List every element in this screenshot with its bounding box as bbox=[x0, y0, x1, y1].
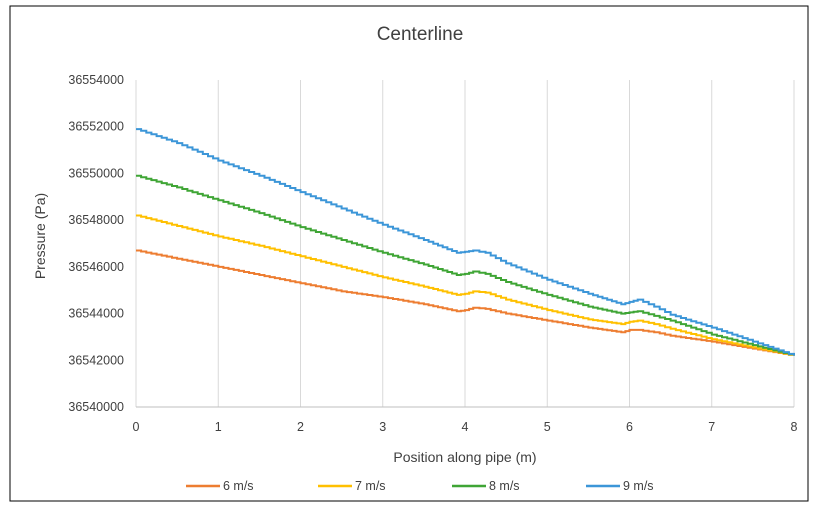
x-tick-label: 7 bbox=[708, 420, 715, 434]
series-line-3 bbox=[136, 174, 795, 356]
y-tick-label: 36548000 bbox=[68, 213, 124, 227]
y-tick-label: 36540000 bbox=[68, 400, 124, 414]
y-tick-label: 36550000 bbox=[68, 166, 124, 180]
legend-label: 7 m/s bbox=[355, 479, 386, 493]
y-tick-label: 36546000 bbox=[68, 260, 124, 274]
y-tick-label: 36542000 bbox=[68, 353, 124, 367]
x-tick-label: 0 bbox=[133, 420, 140, 434]
y-tick-label: 36552000 bbox=[68, 120, 124, 134]
y-tick-label: 36544000 bbox=[68, 307, 124, 321]
y-tick-label: 36554000 bbox=[68, 73, 124, 87]
series-line-4 bbox=[136, 128, 795, 356]
grid-lines bbox=[135, 80, 795, 408]
x-tick-label: 3 bbox=[379, 420, 386, 434]
x-axis-ticks: 0 1 2 3 4 5 6 7 8 bbox=[133, 420, 798, 434]
legend-label: 8 m/s bbox=[489, 479, 520, 493]
x-tick-label: 1 bbox=[215, 420, 222, 434]
x-tick-label: 6 bbox=[626, 420, 633, 434]
chart-title: Centerline bbox=[377, 24, 464, 45]
chart-frame bbox=[9, 5, 809, 502]
x-tick-label: 8 bbox=[791, 420, 798, 434]
series-line-2 bbox=[136, 214, 795, 356]
series-lines bbox=[136, 128, 795, 356]
y-axis-ticks: 36540000 36542000 36544000 36546000 36548000… bbox=[68, 73, 124, 414]
legend-label: 6 m/s bbox=[223, 479, 254, 493]
legend-label: 9 m/s bbox=[623, 479, 654, 493]
x-tick-label: 2 bbox=[297, 420, 304, 434]
x-tick-label: 5 bbox=[544, 420, 551, 434]
x-tick-label: 4 bbox=[462, 420, 469, 434]
legend: 6 m/s 7 m/s 8 m/s 9 m/s bbox=[186, 479, 654, 493]
y-axis-title: Pressure (Pa) bbox=[32, 193, 48, 279]
x-axis-title: Position along pipe (m) bbox=[393, 449, 536, 465]
series-line-1 bbox=[136, 249, 795, 356]
